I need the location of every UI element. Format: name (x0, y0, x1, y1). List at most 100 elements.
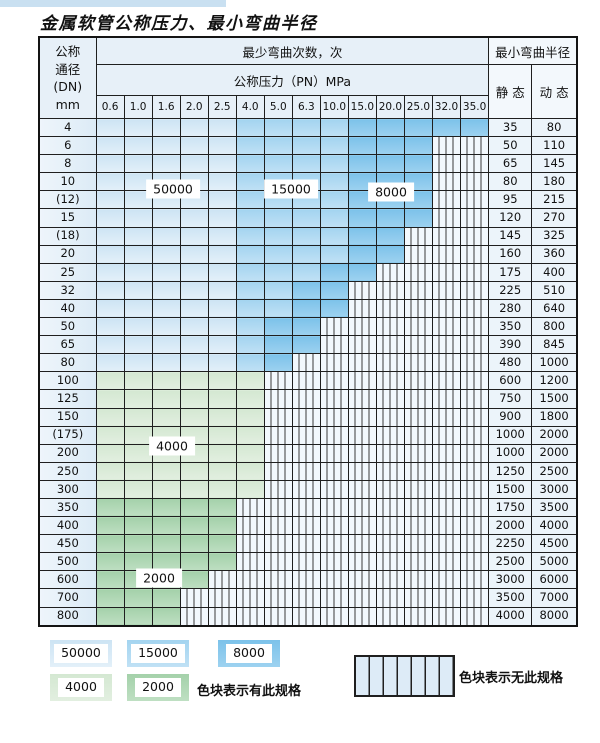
spec-cell-b1 (95, 136, 125, 156)
spec-cell-b1 (207, 317, 237, 337)
spec-cell-b1 (123, 244, 153, 264)
spec-cell-none (291, 353, 321, 373)
spec-cell-b1 (207, 208, 237, 228)
spec-cell-none (319, 443, 349, 463)
spec-cell-none (319, 497, 349, 518)
spec-cell-g2 (95, 497, 125, 518)
spec-cell-none (459, 226, 490, 246)
spec-cell-g1 (179, 371, 209, 391)
dynamic-radius-cell: 510 (531, 280, 578, 300)
spec-cell-none (347, 335, 377, 355)
dynamic-radius-cell: 2500 (531, 461, 578, 481)
spec-cell-b3 (431, 117, 461, 138)
legend-swatch-label: 4000 (58, 678, 104, 697)
spec-cell-none (263, 570, 293, 590)
spec-cell-b1 (207, 298, 237, 319)
spec-cell-g2 (179, 516, 209, 536)
spec-cell-none (235, 606, 265, 627)
spec-cell-b3 (347, 154, 377, 174)
spec-cell-none (431, 335, 461, 355)
spec-cell-b1 (207, 154, 237, 174)
spec-cell-none (403, 425, 433, 445)
spec-cell-none (319, 570, 349, 590)
spec-cell-g1 (123, 461, 153, 481)
spec-cell-g1 (95, 425, 125, 445)
spec-cell-none (403, 262, 433, 282)
spec-cell-none (375, 335, 405, 355)
dynamic-radius-cell: 6000 (531, 570, 578, 590)
legend-swatch-50000: 50000 (50, 640, 112, 667)
spec-cell-none (459, 262, 490, 282)
spec-cell-b3 (403, 117, 433, 138)
header-pressure-20.0: 20.0 (375, 95, 405, 119)
static-radius-cell: 160 (488, 244, 533, 264)
spec-cell-g1 (179, 389, 209, 409)
spec-cell-none (459, 190, 490, 210)
spec-cell-g1 (207, 479, 237, 499)
table-row-dn-50: 50 350 800 (38, 317, 578, 337)
spec-cell-g1 (235, 407, 265, 427)
spec-cell-b3 (347, 136, 377, 156)
spec-cell-g1 (151, 479, 181, 499)
dn-cell: (12) (38, 190, 97, 210)
spec-cell-b3 (319, 262, 349, 282)
spec-cell-g2 (95, 516, 125, 536)
spec-cell-b2 (263, 136, 293, 156)
dn-cell: 600 (38, 570, 97, 590)
header-nominal-pressure: 公称压力（PN）MPa (95, 64, 490, 96)
spec-cell-none (319, 371, 349, 391)
spec-cell-b1 (179, 117, 209, 138)
spec-cell-none (291, 371, 321, 391)
dn-cell: 65 (38, 335, 97, 355)
spec-cell-b2 (319, 117, 349, 138)
spec-cell-none (459, 534, 490, 554)
table-row-dn-500: 500 2500 5000 (38, 552, 578, 572)
spec-cell-none (431, 136, 461, 156)
spec-cell-b3 (375, 136, 405, 156)
static-radius-cell: 600 (488, 371, 533, 391)
spec-cell-none (207, 570, 237, 590)
dynamic-radius-cell: 325 (531, 226, 578, 246)
spec-cell-b1 (123, 208, 153, 228)
spec-cell-g1 (207, 425, 237, 445)
spec-cell-none (431, 262, 461, 282)
spec-cell-b2 (319, 244, 349, 264)
table-row-dn-15: 15 120 270 (38, 208, 578, 228)
spec-cell-g2 (95, 570, 125, 590)
spec-cell-none (179, 588, 209, 608)
spec-cell-b1 (151, 208, 181, 228)
spec-cell-b1 (179, 226, 209, 246)
spec-cell-b2 (235, 298, 265, 319)
dynamic-radius-cell: 1000 (531, 353, 578, 373)
spec-cell-none (431, 497, 461, 518)
spec-cell-none (375, 516, 405, 536)
static-radius-cell: 2250 (488, 534, 533, 554)
spec-cell-none (263, 479, 293, 499)
spec-cell-g1 (151, 371, 181, 391)
dynamic-radius-cell: 110 (531, 136, 578, 156)
spec-cell-g1 (207, 389, 237, 409)
spec-cell-g2 (151, 588, 181, 608)
spec-cell-b1 (207, 335, 237, 355)
spec-cell-none (291, 570, 321, 590)
table-row-dn-20: 20 160 360 (38, 244, 578, 264)
spec-cell-none (319, 425, 349, 445)
spec-cell-none (431, 280, 461, 300)
dn-cell: 25 (38, 262, 97, 282)
spec-cell-b1 (207, 280, 237, 300)
spec-cell-g2 (207, 516, 237, 536)
spec-cell-g1 (235, 461, 265, 481)
table-wrap: 公称 通径 (DN) mm 最少弯曲次数，次 最小弯曲半径 公称压力（PN）MP… (38, 36, 578, 627)
table-row-dn-400: 400 2000 4000 (38, 516, 578, 536)
spec-cell-none (431, 190, 461, 210)
spec-cell-none (347, 371, 377, 391)
spec-cell-none (459, 606, 490, 627)
table-row-dn-175: (175) 1000 2000 (38, 425, 578, 445)
spec-cell-none (291, 516, 321, 536)
spec-cell-none (319, 588, 349, 608)
spec-cell-none (263, 497, 293, 518)
spec-cell-b2 (263, 117, 293, 138)
spec-cell-b3 (403, 208, 433, 228)
spec-cell-b3 (375, 154, 405, 174)
spec-cell-b1 (151, 280, 181, 300)
